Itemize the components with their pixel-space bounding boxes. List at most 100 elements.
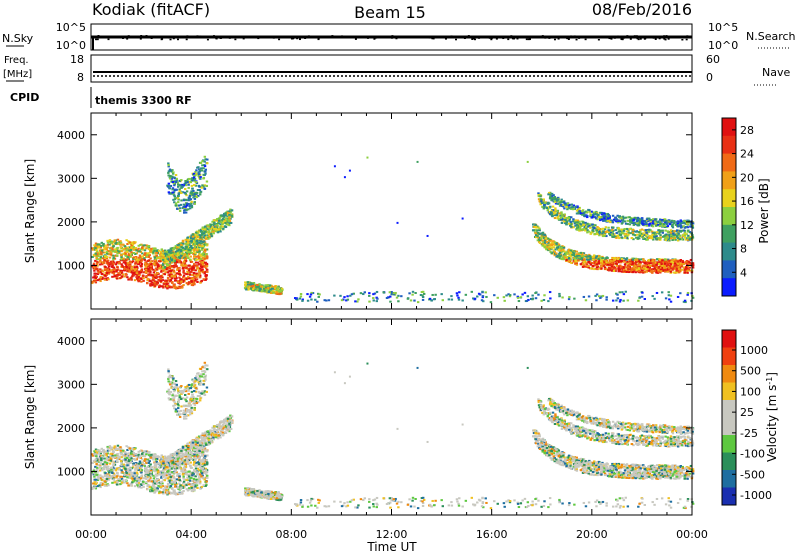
range-cell: [669, 236, 673, 239]
range-cell: [590, 258, 594, 261]
range-cell: [139, 248, 143, 251]
range-cell: [687, 221, 691, 224]
range-cell: [672, 222, 676, 225]
range-cell: [543, 201, 547, 204]
range-cell: [542, 241, 545, 244]
range-cell: [549, 297, 552, 300]
range-cell: [266, 284, 269, 287]
nsky-point: [432, 37, 435, 40]
range-cell: [173, 176, 176, 179]
nsky-point: [687, 35, 690, 38]
range-cell: [176, 252, 179, 255]
range-cell: [178, 243, 181, 246]
range-cell: [123, 275, 127, 278]
range-cell: [618, 215, 621, 218]
range-cell: [642, 271, 645, 274]
nsky-point: [292, 37, 295, 40]
range-cell: [137, 280, 140, 283]
range-cell: [659, 268, 662, 271]
range-cell: [178, 266, 181, 269]
nsky-point: [429, 37, 432, 39]
range-cell: [568, 203, 571, 206]
nsky-point: [527, 38, 530, 41]
range-cell: [174, 245, 178, 248]
range-cell: [584, 229, 587, 232]
range-cell: [130, 244, 133, 247]
range-cell: [170, 275, 174, 278]
range-cell: [593, 264, 597, 267]
range-cell: [644, 229, 648, 232]
range-cell: [589, 267, 592, 270]
range-cell: [674, 260, 677, 263]
range-cell: [99, 244, 103, 247]
range-cell: [655, 266, 658, 269]
range-cell: [116, 266, 119, 269]
range-cell: [570, 261, 573, 264]
nsky-point: [487, 36, 490, 39]
range-cell: [597, 230, 601, 233]
range-cell: [190, 184, 194, 187]
range-cell: [550, 242, 554, 245]
range-cell: [195, 272, 199, 275]
range-cell: [610, 259, 613, 262]
range-cell: [174, 204, 177, 207]
range-cell: [657, 268, 660, 271]
range-cell: [569, 223, 573, 226]
range-cell: [170, 252, 173, 255]
range-cell: [586, 215, 589, 218]
nsky-point: [215, 37, 218, 40]
range-cell: [655, 269, 658, 272]
range-cell: [539, 198, 543, 201]
range-cell: [187, 202, 190, 205]
range-cell: [111, 249, 114, 252]
range-cell: [182, 240, 185, 243]
nsky-point: [185, 38, 188, 41]
range-cell: [102, 246, 106, 249]
range-cell: [687, 229, 690, 232]
range-cell: [539, 195, 542, 198]
nsky-point: [450, 35, 453, 37]
range-cell: [205, 180, 209, 183]
range-cell: [130, 246, 133, 249]
range-cell: [160, 253, 163, 256]
range-cell: [107, 272, 111, 275]
range-cell: [203, 272, 206, 275]
range-cell: [182, 271, 185, 274]
range-cell: [165, 263, 168, 266]
range-cell: [196, 266, 199, 269]
range-cell: [566, 252, 569, 255]
range-cell: [638, 260, 641, 263]
range-cell: [610, 233, 614, 236]
range-cell: [99, 268, 102, 271]
range-cell: [632, 232, 635, 235]
range-cell: [618, 291, 622, 294]
range-cell: [107, 253, 110, 256]
range-cell: [671, 223, 674, 226]
range-cell: [155, 268, 159, 271]
range-cell: [585, 211, 588, 214]
range-cell: [581, 252, 584, 255]
range-cell: [199, 276, 202, 279]
range-cell: [617, 256, 620, 259]
range-cell: [440, 293, 443, 296]
range-cell: [180, 243, 183, 246]
nsky-point: [636, 37, 639, 40]
range-cell: [593, 258, 597, 261]
nsky-point: [663, 37, 666, 39]
range-cell: [195, 247, 199, 250]
range-cell: [197, 258, 200, 261]
range-cell: [604, 257, 608, 260]
range-cell: [194, 261, 198, 264]
range-cell: [343, 296, 346, 299]
range-cell: [171, 172, 175, 175]
range-cell: [611, 299, 615, 302]
nsky-point: [121, 37, 124, 39]
range-cell: [225, 219, 228, 222]
range-cell: [516, 296, 520, 299]
range-cell: [204, 249, 207, 252]
range-cell: [105, 259, 108, 262]
range-cell: [563, 252, 567, 255]
range-cell: [546, 209, 549, 212]
nsky-point: [150, 37, 153, 40]
range-cell: [591, 223, 594, 226]
